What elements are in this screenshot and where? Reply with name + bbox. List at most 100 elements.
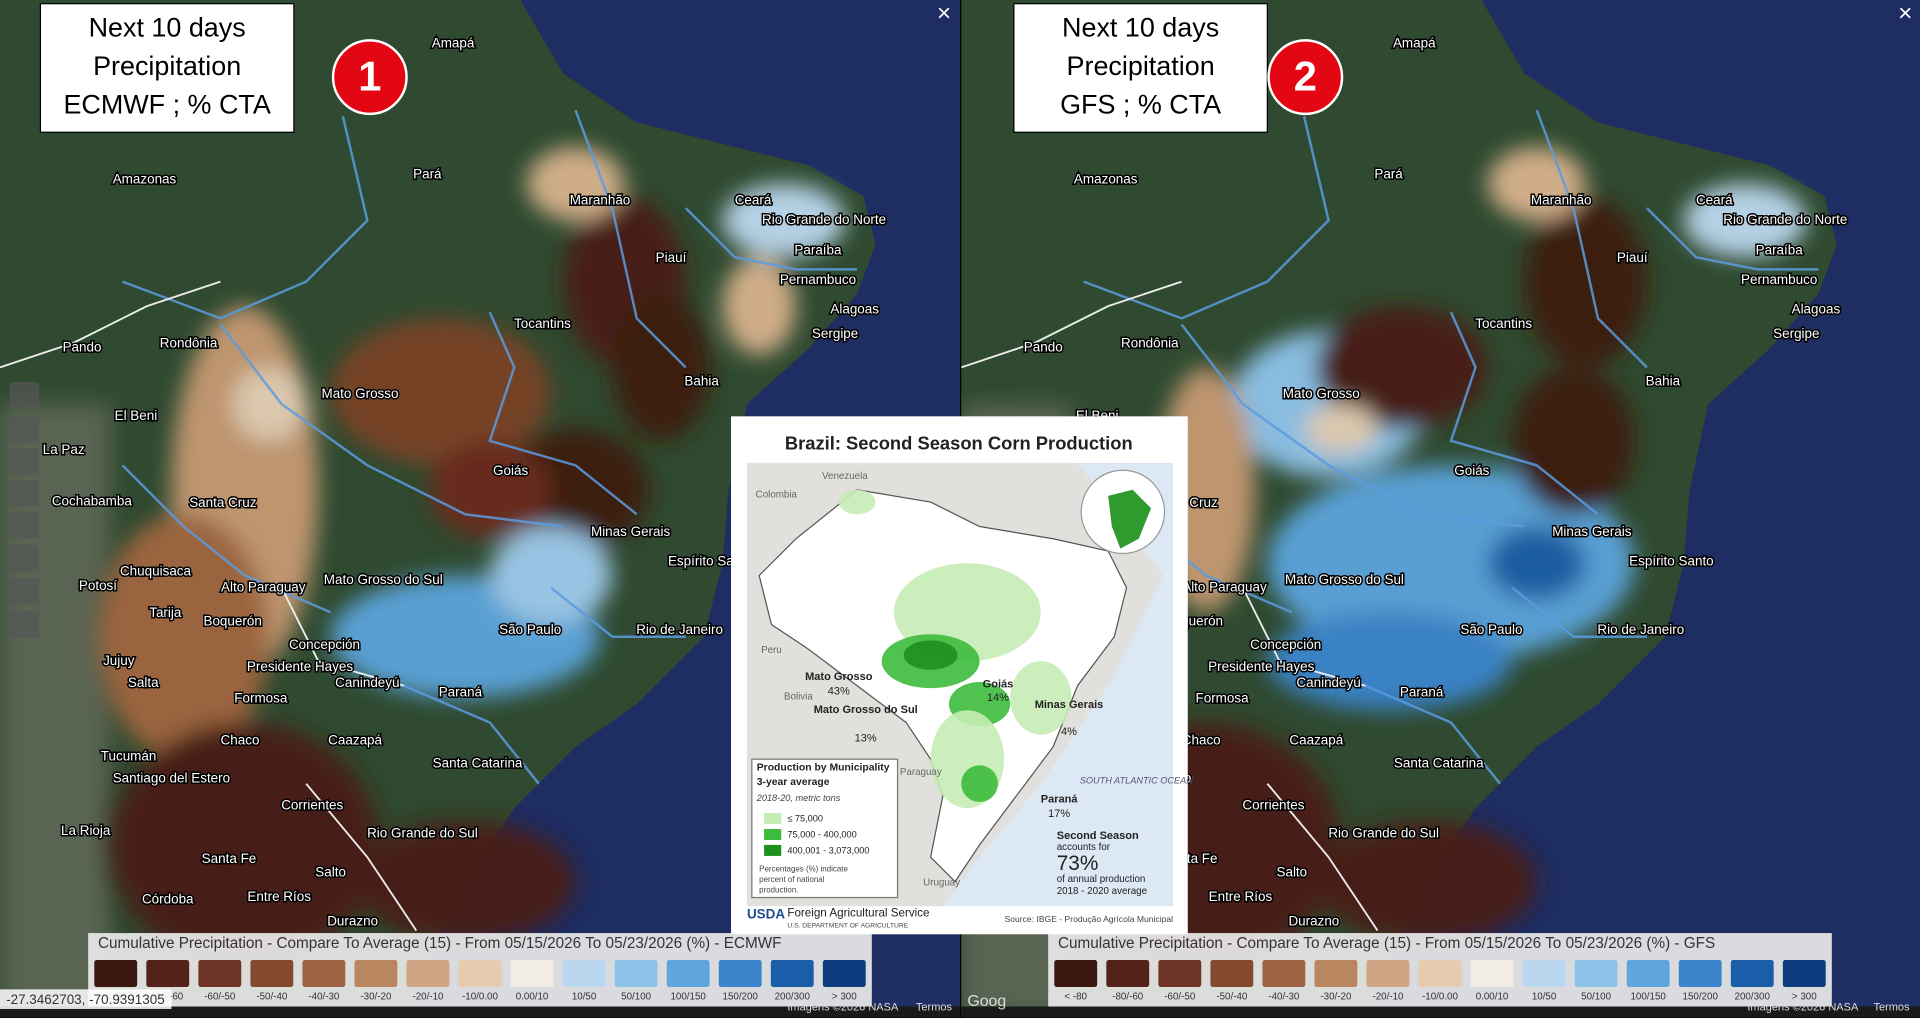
close-button[interactable]: × (937, 0, 951, 27)
legend-label: 0.00/10 (1476, 991, 1509, 1002)
inset-legend-box (751, 758, 899, 899)
place-label: Pernambuco (780, 272, 856, 287)
legend-label: -40/-30 (308, 991, 340, 1002)
place-label: Corrientes (1242, 797, 1304, 812)
precip-area (355, 820, 576, 943)
country-label: Peru (761, 645, 782, 656)
precip-area (1267, 612, 1513, 711)
inset-legend-swatch (764, 828, 782, 841)
place-label: Mato Grosso do Sul (324, 572, 443, 587)
legend-swatch (510, 960, 554, 987)
close-button[interactable]: × (1898, 0, 1912, 27)
legend-label: -10/0.00 (1422, 991, 1458, 1002)
inset-legend-swatch (764, 813, 782, 825)
precip-area (1316, 820, 1537, 943)
inset-legend-note: production. (759, 885, 798, 894)
place-label: Sergipe (1773, 326, 1819, 341)
status-strip (961, 1006, 1920, 1018)
map-tool-button[interactable] (9, 611, 40, 638)
production-area (838, 489, 876, 515)
production-area (903, 640, 958, 670)
legend-label: 200/300 (775, 991, 811, 1002)
legend-swatch (458, 960, 502, 987)
place-label: Rio Grande do Sul (1328, 825, 1439, 840)
legend-swatch (198, 960, 242, 987)
place-label: Corrientes (281, 797, 343, 812)
production-area (1010, 661, 1072, 735)
legend-label: -50/-40 (1216, 991, 1248, 1002)
coordinates: -27.3462703, -70.9391305 (6, 992, 165, 1007)
legend-label: -50/-40 (256, 991, 288, 1002)
place-label: Bahia (1646, 374, 1681, 389)
legend-label: 150/200 (723, 991, 759, 1002)
legend-label: -20/-10 (1372, 991, 1404, 1002)
place-label: Chuquisaca (120, 563, 192, 578)
place-label: Boquerón (203, 614, 261, 629)
place-label: Caazapá (1289, 732, 1343, 747)
summary-text: 2018 - 2020 average (1057, 886, 1147, 897)
usda-logo: USDA (747, 906, 785, 921)
legend-label: > 300 (832, 991, 857, 1002)
place-label: Minas Gerais (591, 524, 671, 539)
map-tool-button[interactable] (9, 544, 40, 572)
country-border (0, 280, 418, 932)
inset-legend-title: 3-year average (757, 777, 830, 788)
place-label: Rio Grande do Sul (367, 825, 478, 840)
summary-text: accounts for (1057, 842, 1111, 853)
place-label: Entre Ríos (247, 889, 311, 904)
map-tool-button[interactable] (9, 480, 40, 507)
state-name: Mato Grosso do Sul (814, 704, 918, 716)
place-label: El Beni (115, 408, 158, 423)
place-label: Jujuy (103, 653, 135, 668)
badge-number: 2 (1294, 53, 1317, 100)
state-border (1511, 586, 1647, 638)
legend-label: 100/150 (670, 991, 706, 1002)
place-label: Concepción (289, 637, 360, 652)
legend-label: 150/200 (1683, 991, 1719, 1002)
place-label: Rondônia (1121, 336, 1179, 351)
place-label: Rio Grande do Norte (1723, 212, 1847, 227)
state-name: Paraná (1041, 793, 1079, 805)
place-label: Amapá (432, 36, 475, 51)
place-label: Pernambuco (1741, 272, 1817, 287)
country-border (961, 280, 1379, 932)
precip-area (1316, 306, 1488, 429)
place-label: Paraíba (1756, 243, 1804, 258)
legend-swatch (770, 960, 814, 987)
inset-legend-note: percent of national (759, 875, 825, 884)
map-tool-button[interactable] (9, 577, 40, 605)
legend-label: -60/-50 (1164, 991, 1196, 1002)
state-border (1364, 684, 1501, 785)
precip-area (1512, 367, 1635, 515)
map-tool-button[interactable] (9, 448, 40, 476)
inset-legend-title: Production by Municipality (757, 763, 890, 774)
place-label: Salta (128, 675, 159, 690)
place-label: Pará (1374, 167, 1403, 182)
legend-swatch (1210, 960, 1254, 987)
legend-swatch (94, 960, 138, 987)
terms-link[interactable]: Termos (1873, 1002, 1910, 1014)
precip-area (1683, 183, 1807, 258)
place-label: Santa Catarina (1394, 756, 1484, 771)
place-label: Santiago del Estero (113, 770, 230, 785)
place-label: Presidente Hayes (247, 659, 353, 674)
place-label: Alto Paraguay (1182, 579, 1267, 594)
place-label: Bahia (684, 374, 719, 389)
summary-text: 73% (1057, 852, 1099, 875)
legend-swatch (1262, 960, 1306, 987)
department: U.S. DEPARTMENT OF AGRICULTURE (787, 922, 908, 929)
precip-area (1304, 404, 1378, 454)
place-label: La Paz (43, 442, 85, 457)
state-border (403, 684, 540, 785)
inset-legend-note: Percentages (%) indicate (759, 864, 848, 873)
state-share: 43% (828, 686, 850, 698)
place-label: Rondônia (160, 336, 218, 351)
legend-label: 50/100 (621, 991, 651, 1002)
place-label: Santa Fe (202, 851, 257, 866)
state-border (1180, 323, 1525, 528)
terms-link[interactable]: Termos (916, 1002, 953, 1014)
map-tool-button[interactable] (9, 511, 40, 539)
map-tool-button[interactable] (9, 382, 40, 409)
map-tool-button[interactable] (9, 416, 40, 444)
legend-label: < -80 (1064, 991, 1087, 1002)
